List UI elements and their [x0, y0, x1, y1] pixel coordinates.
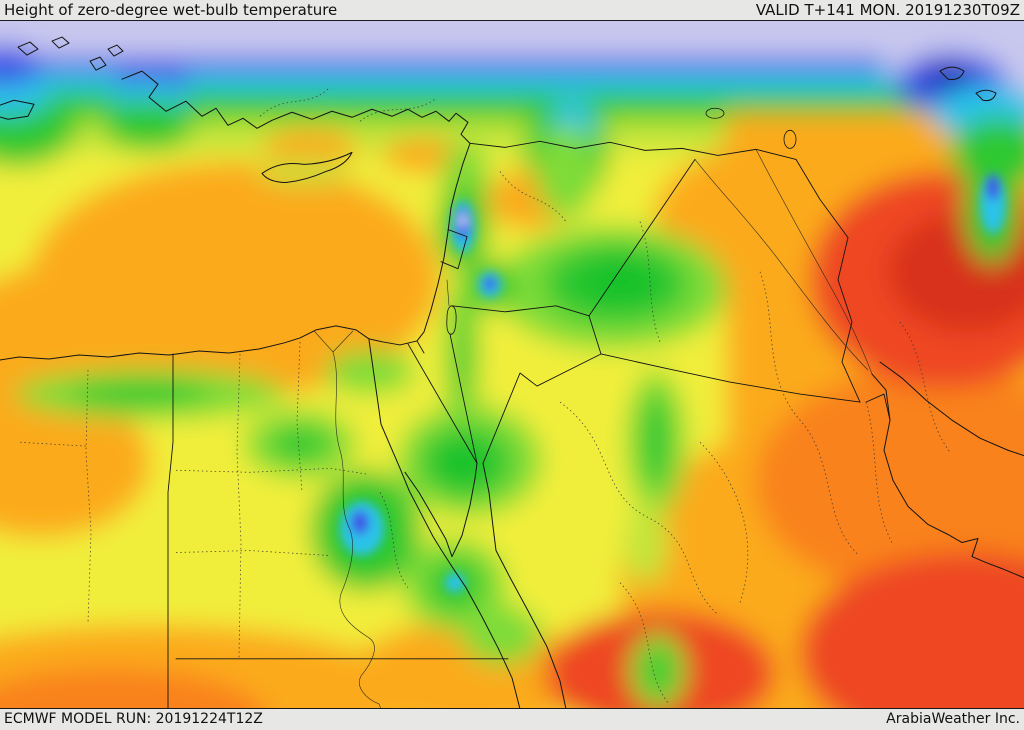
coastline-layer [0, 36, 1024, 708]
admin-boundary-layer [19, 86, 951, 704]
credit-label: ArabiaWeather Inc. [886, 710, 1020, 727]
model-run-label: ECMWF MODEL RUN: 20191224T12Z [4, 710, 263, 727]
color-field-layer [0, 21, 1024, 708]
map-title: Height of zero-degree wet-bulb temperatu… [4, 0, 338, 19]
footer-bar: ECMWF MODEL RUN: 20191224T12Z ArabiaWeat… [0, 708, 1024, 729]
header-bar: Height of zero-degree wet-bulb temperatu… [0, 0, 1024, 21]
map-canvas [0, 21, 1024, 708]
contour-map-svg [0, 21, 1024, 708]
valid-time-label: VALID T+141 MON. 20191230T09Z [755, 0, 1020, 19]
cold-core-layer [340, 173, 1006, 593]
border-layer [167, 140, 891, 708]
